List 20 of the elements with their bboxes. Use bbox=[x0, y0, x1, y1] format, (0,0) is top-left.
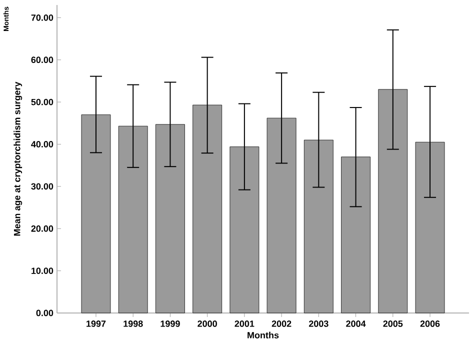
y-tick-label: 50.00 bbox=[31, 98, 54, 106]
x-tick-label: 1999 bbox=[160, 320, 180, 327]
x-axis-title: Months bbox=[248, 332, 279, 338]
x-tick-label: 1997 bbox=[86, 320, 106, 327]
x-tick-label: 2004 bbox=[346, 320, 366, 327]
y-tick-label: 20.00 bbox=[31, 225, 54, 232]
x-tick-label: 2005 bbox=[383, 320, 403, 327]
x-tick-label: 2000 bbox=[198, 320, 217, 327]
x-tick-label: 2003 bbox=[308, 320, 328, 327]
y-axis-title: Mean age at cryptorchidism surgery bbox=[14, 82, 22, 236]
y-tick-label: 40.00 bbox=[31, 141, 54, 148]
y-tick-label: 70.00 bbox=[31, 14, 54, 21]
x-tick-label: 2006 bbox=[420, 320, 440, 327]
y-tick-label: 60.00 bbox=[31, 56, 54, 64]
x-tick-label: 1998 bbox=[124, 320, 143, 327]
y-tick-label: 30.00 bbox=[31, 183, 54, 190]
x-tick-label: 2002 bbox=[272, 320, 292, 327]
y-tick-label: 10.00 bbox=[32, 268, 54, 274]
x-tick-label: 2001 bbox=[234, 320, 254, 327]
y-tick-label: 0.00 bbox=[36, 310, 54, 316]
